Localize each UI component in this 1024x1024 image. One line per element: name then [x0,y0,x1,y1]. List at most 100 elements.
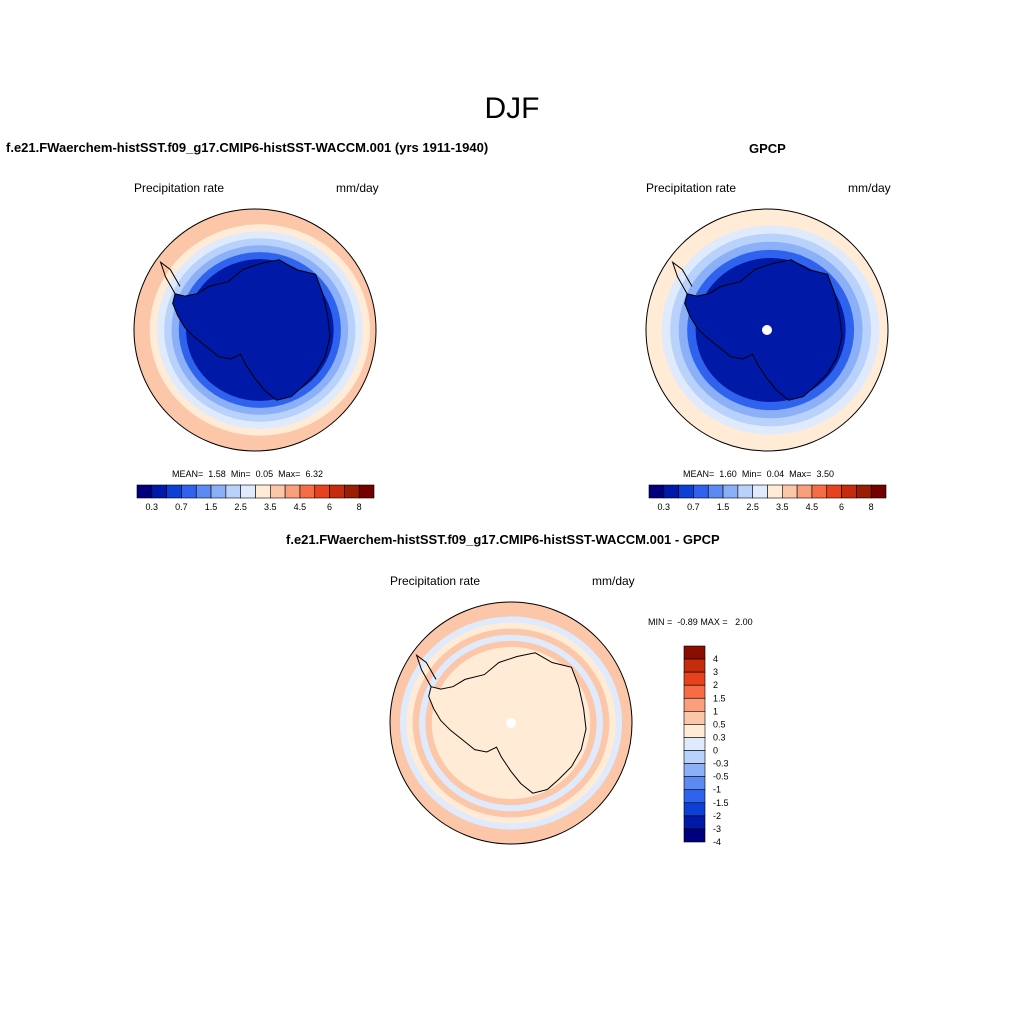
diff-panel-title: f.e21.FWaerchem-histSST.f09_g17.CMIP6-hi… [286,532,720,547]
colorbar-tick-label: 3.5 [264,502,277,512]
colorbar-tick-label: 0.7 [687,502,700,512]
colorbar-tick-label: 1.5 [713,693,726,703]
colorbar-box [683,828,706,843]
colorbar-tick-label: -1.5 [713,798,729,808]
map-boundary [133,208,377,452]
colorbar-tick-label: -4 [713,837,721,847]
obs-stats: MEAN= 1.60 Min= 0.04 Max= 3.50 [683,469,834,479]
colorbar-box [683,737,706,751]
colorbar-box [796,484,813,499]
colorbar-tick-label: 0.3 [658,502,671,512]
model-units-label: mm/day [336,181,379,195]
colorbar-tick-label: 2 [713,680,718,690]
colorbar-tick-label: 0.5 [713,719,726,729]
pole-missing-data [762,325,772,335]
colorbar-box [752,484,768,499]
obs-panel-title: GPCP [749,141,786,156]
pole-missing-data [506,718,516,728]
map-boundary [645,208,889,452]
colorbar-tick-label: 3 [713,667,718,677]
colorbar-box [683,684,706,699]
diff-map [389,601,633,845]
colorbar-box [284,484,301,499]
colorbar-tick-label: -2 [713,811,721,821]
colorbar-box [683,815,706,830]
colorbar-box [683,711,706,725]
colorbar-box [299,484,316,499]
colorbar-tick-label: 6 [327,502,332,512]
colorbar-box [767,484,783,499]
colorbar-tick-label: 3.5 [776,502,789,512]
colorbar-box [683,763,706,777]
continent-field [172,259,330,401]
colorbar-box [683,724,706,738]
colorbar-tick-label: 6 [839,502,844,512]
colorbar-box [270,484,286,499]
obs-colorbar: 0.3 0.7 1.5 2.5 3.5 4.5 6 8 [648,484,887,512]
coastline [684,259,843,401]
colorbar-box [210,484,227,499]
colorbar-box [683,645,706,660]
colorbar-box [225,484,241,499]
colorbar-box [782,484,798,499]
map-boundary [389,601,633,845]
peninsula-coastline [671,260,693,294]
colorbar-tick-label: 4.5 [806,502,819,512]
colorbar-tick-label: 4 [713,654,718,664]
colorbar-box [683,750,706,764]
colorbar-box [683,802,706,817]
colorbar-box [136,484,153,499]
colorbar-box [693,484,709,499]
colorbar-box [722,484,739,499]
colorbar-box [683,658,706,673]
diff-stats: MIN = -0.89 MAX = 2.00 [648,617,753,627]
colorbar-tick-label: -1 [713,785,721,795]
colorbar-box [255,484,271,499]
colorbar-tick-label: -0.3 [713,759,729,769]
colorbar-box [841,484,857,499]
obs-units-label: mm/day [848,181,891,195]
colorbar-tick-label: 2.5 [746,502,759,512]
colorbar-tick-label: 8 [869,502,874,512]
colorbar-tick-label: 0.7 [175,502,188,512]
colorbar-tick-label: 1.5 [205,502,218,512]
peninsula-coastline [415,653,437,687]
diff-units-label: mm/day [592,574,635,588]
model-panel-title: f.e21.FWaerchem-histSST.f09_g17.CMIP6-hi… [6,140,489,155]
model-colorbar: 0.3 0.7 1.5 2.5 3.5 4.5 6 8 [136,484,375,512]
model-variable-label: Precipitation rate [134,181,225,195]
coastline [172,259,331,401]
colorbar-box [181,484,197,499]
colorbar-box [678,484,694,499]
obs-variable-label: Precipitation rate [646,181,737,195]
diff-colorbar: 4 3 2 1.5 1 0.5 0.3 0 -0.3 -0.5 -1 -1.5 -2 -3 -4 [683,645,729,847]
colorbar-box [683,776,706,791]
peninsula-coastline [159,260,181,294]
colorbar-box [240,484,256,499]
colorbar-box [195,484,212,499]
colorbar-box [707,484,724,499]
colorbar-box [344,484,360,499]
colorbar-box [811,484,828,499]
colorbar-tick-label: -0.5 [713,772,729,782]
colorbar-box [151,484,167,499]
colorbar-tick-label: 4.5 [294,502,307,512]
obs-map [645,208,889,452]
colorbar-tick-label: 0.3 [146,502,159,512]
colorbar-box [358,484,375,499]
figure-title: DJF [484,92,540,125]
diff-variable-label: Precipitation rate [390,574,481,588]
colorbar-tick-label: 0 [713,746,718,756]
model-map [133,208,377,452]
colorbar-box [683,671,706,686]
colorbar-box [648,484,665,499]
colorbar-tick-label: 2.5 [234,502,247,512]
colorbar-box [166,484,182,499]
colorbar-tick-label: 8 [357,502,362,512]
coastline [428,652,587,794]
colorbar-box [870,484,887,499]
colorbar-box [826,484,842,499]
colorbar-tick-label: 0.3 [713,732,726,742]
colorbar-box [329,484,345,499]
